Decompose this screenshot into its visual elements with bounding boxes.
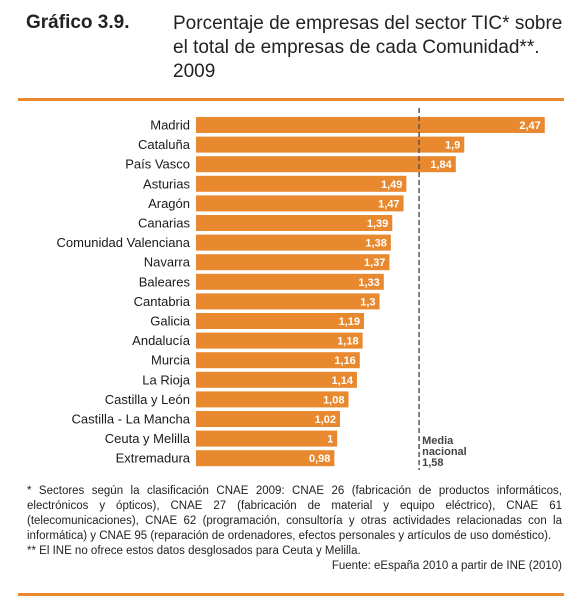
bar	[196, 175, 407, 192]
bottom-rule	[18, 593, 564, 596]
reference-label: nacional	[422, 446, 467, 458]
category-label: Comunidad Valenciana	[57, 235, 191, 250]
value-label: 1	[327, 434, 333, 446]
bar	[196, 195, 404, 212]
category-label: País Vasco	[125, 157, 190, 172]
value-label: 1,47	[378, 198, 399, 210]
value-label: 1,14	[332, 375, 354, 387]
footnotes: * Sectores según la clasificación CNAE 2…	[27, 484, 562, 574]
bar	[196, 136, 465, 153]
bar	[196, 293, 380, 310]
value-label: 2,47	[519, 120, 540, 132]
value-label: 1,49	[381, 179, 402, 191]
bar	[196, 313, 365, 329]
chart-title: Porcentaje de empresas del sector TIC* s…	[173, 13, 563, 82]
category-label: Ceuta y Melilla	[105, 431, 191, 446]
bar	[196, 391, 349, 408]
category-label: Extremadura	[116, 451, 191, 466]
category-label: Galicia	[150, 314, 191, 329]
footnote-1: * Sectores según la clasificación CNAE 2…	[27, 485, 562, 542]
bar	[196, 273, 384, 290]
category-label: Aragón	[148, 196, 190, 211]
category-label: Asturias	[143, 176, 190, 191]
category-label: La Rioja	[142, 372, 190, 387]
value-label: 1,16	[334, 355, 355, 367]
category-label: Murcia	[151, 353, 191, 368]
category-label: Canarias	[138, 216, 191, 231]
bar	[196, 430, 338, 447]
category-label: Navarra	[144, 255, 191, 270]
bar	[196, 411, 341, 427]
value-label: 1,38	[365, 238, 386, 250]
value-label: 1,3	[360, 296, 375, 308]
value-label: 1,19	[339, 316, 360, 328]
bar	[196, 371, 357, 388]
footnote-2: ** El INE no ofrece estos datos desglosa…	[27, 545, 361, 557]
reference-label: 1,58	[422, 457, 443, 469]
bar	[196, 332, 363, 349]
bar	[196, 254, 390, 271]
header-rule	[18, 98, 564, 101]
value-label: 0,98	[309, 453, 330, 465]
value-label: 1,39	[367, 218, 388, 230]
value-label: 1,37	[364, 257, 385, 269]
bar	[196, 156, 456, 173]
reference-label: Media	[422, 435, 454, 447]
value-label: 1,84	[430, 159, 452, 171]
source-note: Fuente: eEspaña 2010 a partir de INE (20…	[331, 560, 562, 572]
bar	[196, 234, 391, 251]
value-label: 1,33	[358, 277, 379, 289]
value-label: 1,9	[445, 140, 460, 152]
category-label: Andalucía	[132, 333, 191, 348]
figure-label: Gráfico 3.9.	[26, 12, 130, 33]
category-label: Castilla - La Mancha	[72, 412, 191, 427]
value-label: 1,18	[337, 336, 358, 348]
value-label: 1,08	[323, 394, 344, 406]
category-label: Cantabria	[134, 294, 191, 309]
category-label: Cataluña	[138, 137, 191, 152]
bar	[196, 215, 393, 231]
category-label: Madrid	[150, 118, 190, 133]
bar	[196, 352, 360, 369]
bar	[196, 117, 545, 133]
bar	[196, 450, 335, 467]
category-label: Baleares	[139, 274, 191, 289]
category-label: Castilla y León	[105, 392, 190, 407]
value-label: 1,02	[315, 414, 336, 426]
